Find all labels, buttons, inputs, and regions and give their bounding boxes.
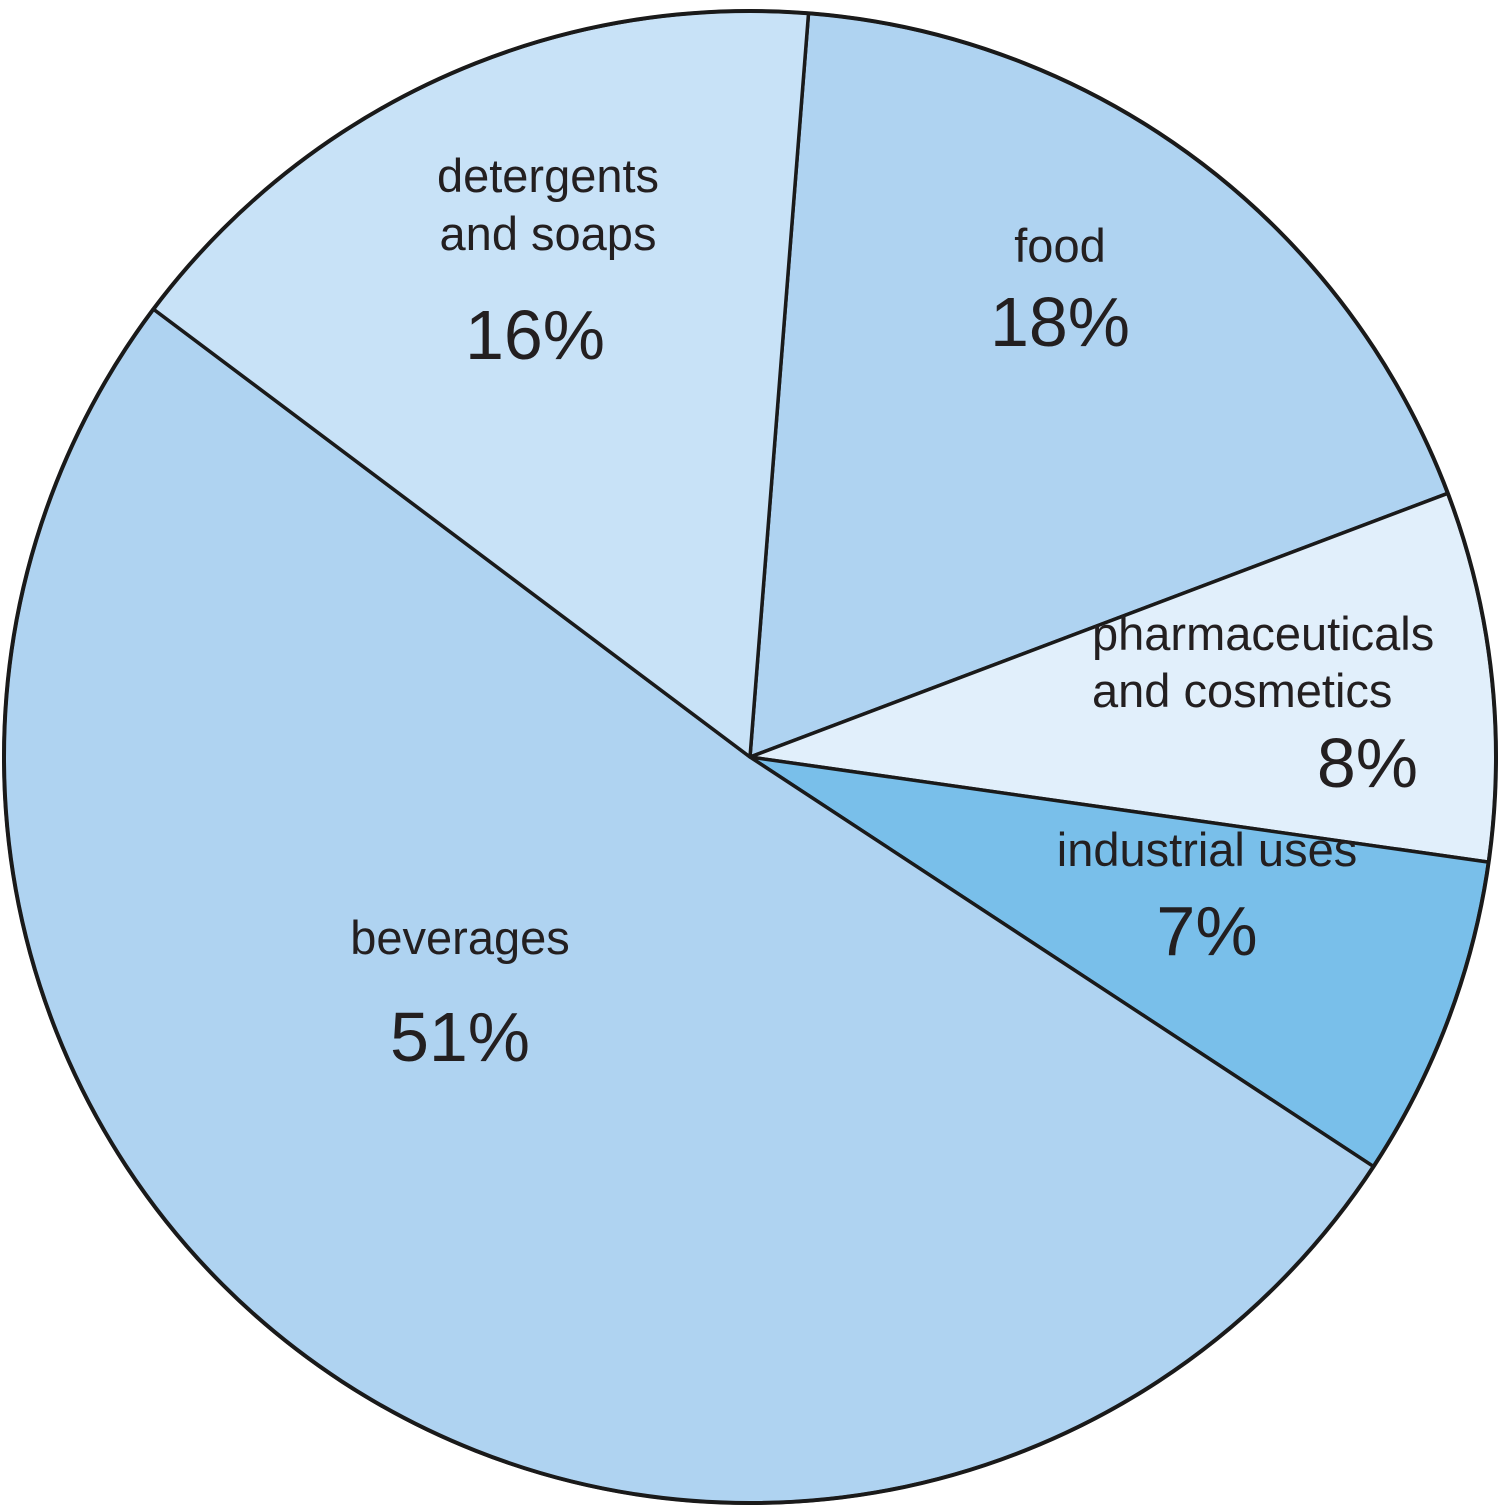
- slice-value-pharmaceuticals-and-cosmetics: 8%: [1317, 724, 1418, 802]
- slice-value-beverages: 51%: [390, 998, 530, 1076]
- slice-label-pharmaceuticals-and-cosmetics-line-1: pharmaceuticals: [1092, 607, 1434, 660]
- pie-outline: [2, 9, 1498, 1505]
- slice-value-detergents-and-soaps: 16%: [465, 296, 605, 374]
- slice-label-industrial-uses-line-1: industrial uses: [1057, 823, 1357, 876]
- pie-slices: [2, 9, 1498, 1505]
- slice-label-pharmaceuticals-and-cosmetics-line-2: and cosmetics: [1092, 664, 1392, 717]
- slice-label-detergents-and-soaps-line-2: and soaps: [440, 207, 657, 260]
- slice-value-industrial-uses: 7%: [1156, 892, 1257, 970]
- slice-value-food: 18%: [990, 283, 1130, 361]
- slice-label-detergents-and-soaps-line-1: detergents: [437, 149, 659, 202]
- slice-label-beverages-line-1: beverages: [350, 911, 570, 964]
- slice-label-food-line-1: food: [1014, 219, 1105, 272]
